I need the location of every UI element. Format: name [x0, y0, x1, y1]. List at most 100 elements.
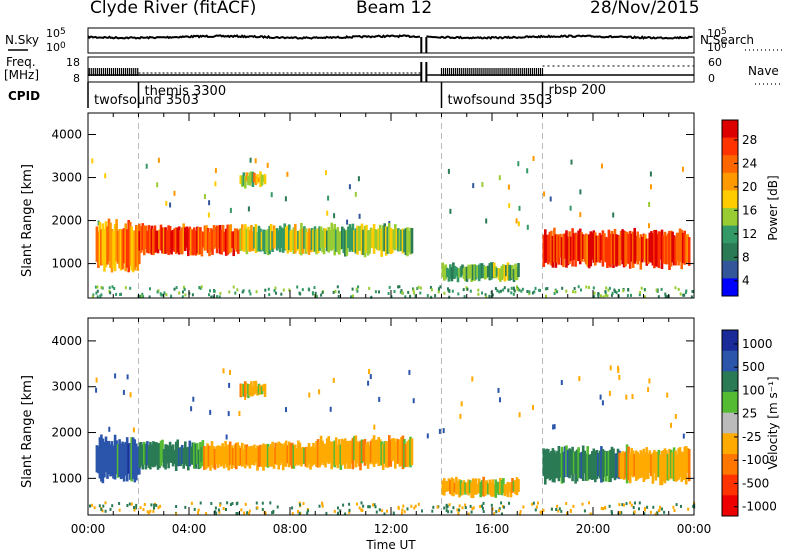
power-echo-cell	[263, 229, 267, 255]
velocity-echo-cell	[101, 509, 104, 513]
power-echo-cell	[600, 294, 602, 298]
power-echo-cell	[671, 231, 674, 263]
power-echo-cell	[286, 225, 290, 254]
velocity-echo-cell	[294, 444, 297, 467]
power-echo-cell	[170, 294, 173, 298]
power-echo-cell	[217, 225, 220, 249]
velocity-echo-cell	[386, 441, 390, 468]
velocity-echo-cell	[130, 502, 133, 506]
velocity-echo-cell	[493, 512, 496, 516]
power-echo-cell	[174, 227, 178, 254]
power-echo-cell	[141, 292, 144, 296]
power-echo-cell	[618, 235, 621, 266]
power-echo-cell	[449, 264, 452, 279]
velocity-echo-cell	[372, 435, 376, 468]
power-echo-cell	[221, 224, 225, 252]
power-echo-cell	[542, 234, 546, 267]
power-echo-cell	[216, 295, 219, 299]
velocity-echo-cell	[197, 511, 199, 515]
velocity-echo-cell	[135, 443, 138, 481]
velocity-echo-cell	[164, 444, 167, 470]
velocity-echo-cell	[443, 506, 446, 510]
power-echo-cell	[115, 219, 118, 262]
power-echo-cell	[303, 226, 306, 249]
velocity-echo-cell	[207, 445, 211, 467]
power-echo-cell	[513, 289, 516, 293]
velocity-echo-cell	[565, 502, 568, 505]
velocity-echo-cell	[458, 504, 461, 508]
power-echo-cell	[691, 290, 694, 293]
power-echo-cell	[453, 265, 457, 279]
power-echo-cell	[171, 229, 175, 251]
velocity-echo-cell	[191, 442, 195, 465]
velocity-echo-cell	[368, 505, 371, 509]
power-echo-cell	[681, 232, 685, 264]
power-echo-cell	[457, 292, 460, 296]
power-echo-cell	[177, 226, 181, 255]
power-echo-cell	[95, 291, 98, 295]
velocity-echo-cell	[644, 508, 646, 512]
power-echo-cell	[528, 292, 531, 296]
freq-unit-label: [MHz]	[4, 68, 39, 82]
power-echo-cell	[348, 224, 352, 252]
velocity-echo-cell	[149, 441, 152, 470]
power-echo-cell	[183, 285, 185, 289]
x-tick-label: 16:00	[475, 522, 510, 536]
velocity-echo-cell	[236, 442, 240, 466]
velocity-echo-cell	[342, 440, 346, 465]
power-echo-cell	[615, 291, 618, 295]
power-echo-cell	[187, 228, 190, 257]
power-echo-cell	[472, 183, 475, 189]
power-echo-cell	[593, 291, 596, 295]
velocity-echo-cell	[285, 407, 287, 413]
velocity-echo-cell	[630, 503, 633, 507]
power-echo-cell	[242, 172, 246, 186]
velocity-echo-cell	[616, 448, 620, 479]
velocity-echo-cell	[578, 376, 581, 382]
velocity-echo-cell	[565, 445, 568, 477]
power-echo-cell	[448, 289, 451, 292]
velocity-echo-cell	[298, 442, 302, 464]
power-echo-cell	[520, 289, 523, 293]
velocity-echo-cell	[687, 449, 691, 482]
power-echo-cell	[288, 288, 291, 292]
velocity-echo-cell	[281, 444, 285, 471]
power-echo-cell	[321, 291, 324, 294]
velocity-echo-cell	[244, 381, 247, 397]
power-echo-cell	[557, 235, 561, 265]
velocity-echo-cell	[103, 441, 106, 478]
power-echo-cell	[247, 206, 250, 212]
velocity-echo-cell	[348, 440, 352, 469]
velocity-echo-cell	[372, 503, 374, 507]
velocity-echo-cell	[608, 390, 611, 396]
power-echo-cell	[266, 229, 270, 256]
freq-panel-frame	[87, 56, 695, 83]
power-echo-cell	[94, 285, 97, 289]
velocity-echo-cell	[644, 452, 647, 480]
velocity-echo-cell	[660, 451, 664, 486]
velocity-echo-cell	[321, 501, 323, 505]
power-echo-cell	[594, 232, 597, 266]
velocity-echo-cell	[597, 452, 600, 477]
velocity-echo-cell	[360, 501, 363, 505]
power-echo-cell	[503, 265, 507, 282]
power-echo-cell	[515, 218, 518, 224]
power-echo-cell	[370, 295, 373, 299]
power-echo-cell	[642, 233, 646, 260]
power-echo-cell	[369, 227, 373, 248]
power-echo-cell	[262, 175, 265, 182]
velocity-echo-cell	[118, 439, 121, 477]
power-echo-cell	[257, 177, 261, 182]
velocity-echo-cell	[656, 451, 659, 477]
nsky-series-line	[426, 34, 693, 40]
velocity-echo-cell	[636, 451, 639, 480]
power-echo-cell	[466, 287, 469, 291]
velocity-echo-cell	[253, 444, 256, 466]
velocity-echo-cell	[624, 451, 627, 479]
velocity-colorbar-frame	[721, 329, 739, 517]
power-echo-cell	[630, 293, 632, 297]
power-echo-cell	[214, 226, 217, 248]
power-echo-cell	[211, 229, 214, 255]
power-echo-cell	[337, 295, 340, 298]
velocity-echo-cell	[256, 445, 259, 471]
